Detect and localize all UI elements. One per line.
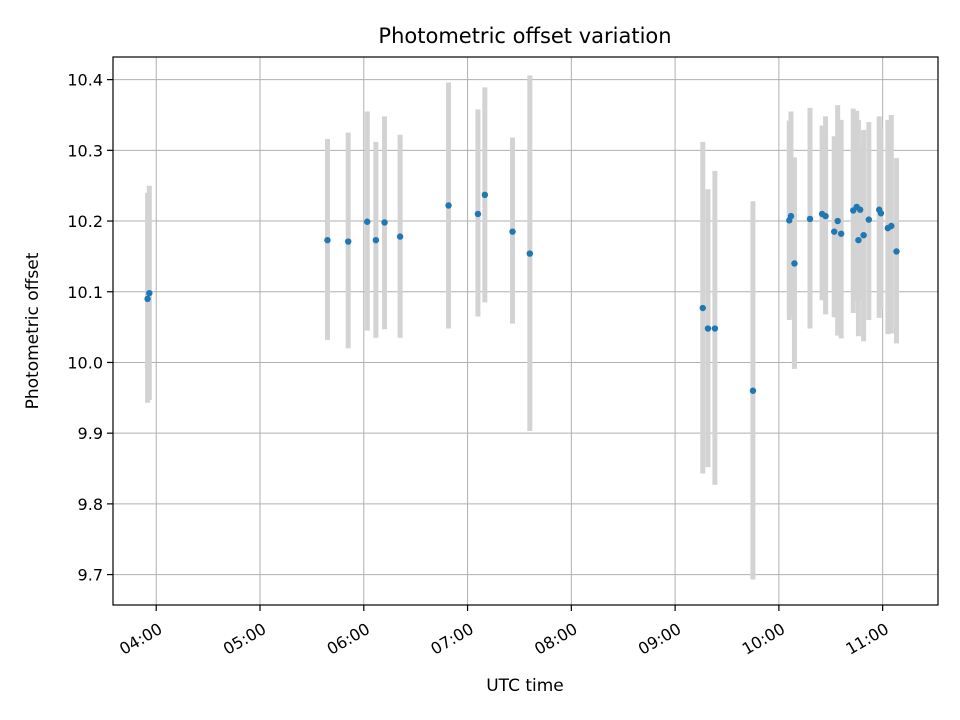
data-point: [787, 212, 795, 220]
data-point: [364, 218, 371, 225]
data-point: [877, 210, 885, 217]
data-point: [865, 216, 873, 223]
data-point: [372, 236, 380, 244]
grid: [113, 57, 938, 605]
data-point: [526, 250, 534, 257]
data-point: [699, 304, 706, 312]
data-point: [834, 217, 841, 225]
data-point: [396, 233, 404, 240]
data-point: [711, 325, 719, 332]
data-point: [324, 236, 331, 244]
y-tick-label: 10.4: [67, 71, 103, 90]
y-tick-label: 9.8: [78, 495, 103, 514]
data-point: [704, 325, 712, 332]
data-point: [345, 238, 352, 245]
y-tick-label: 10.0: [67, 353, 103, 372]
data-point: [509, 228, 516, 235]
data-point: [749, 387, 757, 394]
data-point: [445, 202, 452, 209]
y-tick-label: 9.9: [78, 424, 103, 443]
y-axis-label: Photometric offset: [23, 252, 43, 409]
data-point: [855, 236, 862, 244]
plot-frame: [112, 56, 939, 606]
data-point: [146, 289, 153, 297]
data-point: [837, 230, 845, 237]
y-tick-label: 10.3: [67, 141, 103, 160]
data-point: [822, 212, 829, 220]
data-point: [481, 191, 489, 199]
data-point: [860, 231, 867, 239]
data-point: [888, 222, 895, 230]
y-tick-label: 10.1: [67, 283, 103, 302]
data-point: [806, 215, 814, 223]
data-point: [856, 206, 864, 213]
data-point: [831, 228, 838, 235]
chart-title: Photometric offset variation: [378, 24, 671, 48]
data-points: [144, 191, 900, 394]
y-tick-label: 10.2: [67, 212, 103, 231]
data-point: [144, 295, 151, 303]
data-point: [474, 210, 482, 218]
x-axis-label: UTC time: [486, 676, 564, 696]
data-point: [893, 248, 900, 255]
data-point: [791, 260, 798, 267]
y-tick-label: 9.7: [78, 566, 103, 585]
data-point: [381, 219, 388, 226]
